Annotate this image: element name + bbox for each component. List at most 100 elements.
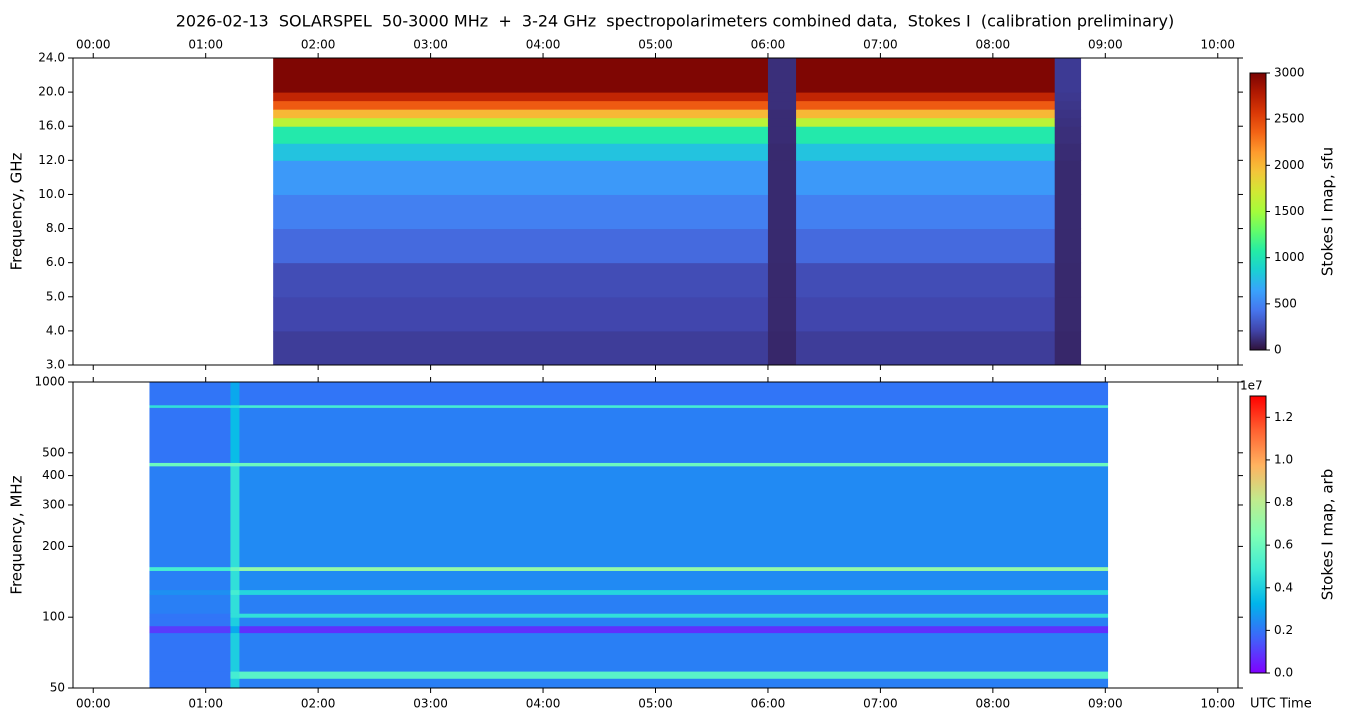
- heatmap-cell: [149, 678, 231, 689]
- heatmap-cell: [239, 613, 1109, 618]
- heatmap-cell: [149, 617, 231, 627]
- colorbar-label: Stokes I map, arb: [1319, 469, 1337, 600]
- y-tick-label: 12.0: [38, 153, 65, 167]
- y-tick-label: 400: [42, 468, 65, 482]
- y-axis-label: Frequency, GHz: [8, 152, 26, 270]
- heatmap-cell: [239, 632, 1109, 672]
- y-tick-label: 300: [42, 497, 65, 511]
- heatmap-cell: [273, 126, 769, 144]
- x-axis-label: UTC Time: [1250, 697, 1312, 712]
- colorbar-tick-label: 1000: [1274, 250, 1305, 264]
- heatmap-cell: [1054, 194, 1082, 230]
- y-tick-label: 20.0: [38, 85, 65, 99]
- heatmap-cell: [767, 296, 797, 332]
- x-tick-label: 00:00: [76, 697, 111, 711]
- y-tick-label: 8.0: [46, 221, 65, 235]
- x-tick-label: 07:00: [863, 697, 898, 711]
- colorbar-tick-label: 0.4: [1274, 580, 1293, 594]
- y-tick-label: 1000: [34, 375, 65, 389]
- heatmap-cell: [230, 678, 240, 689]
- x-tick-label: 03:00: [413, 697, 448, 711]
- heatmap-cell: [230, 404, 240, 408]
- x-tick-label: 00:00: [76, 38, 111, 52]
- heatmap-cell: [1054, 58, 1082, 93]
- heatmap-cell: [1054, 262, 1082, 298]
- heatmap-cell: [230, 589, 240, 595]
- heatmap-cell: [230, 625, 240, 634]
- colorbar-tick-label: 0.6: [1274, 538, 1293, 552]
- heatmap-cell: [273, 330, 769, 366]
- colorbar-tick-label: 1.0: [1274, 452, 1293, 466]
- heatmap-cell: [767, 143, 797, 161]
- heatmap-cell: [796, 296, 1056, 332]
- y-tick-label: 6.0: [46, 255, 65, 269]
- heatmap-cell: [1054, 92, 1082, 102]
- heatmap-cell: [230, 566, 240, 571]
- heatmap-cell: [796, 330, 1056, 366]
- colorbar: [1249, 72, 1267, 351]
- heatmap-cell: [767, 126, 797, 144]
- y-tick-label: 16.0: [38, 119, 65, 133]
- heatmap-cell: [273, 194, 769, 230]
- heatmap-cell: [1054, 296, 1082, 332]
- heatmap-cell: [273, 109, 769, 119]
- colorbar-tick-label: 500: [1274, 296, 1297, 310]
- heatmap-cell: [273, 296, 769, 332]
- heatmap-cell: [273, 58, 769, 93]
- heatmap-cell: [1054, 330, 1082, 366]
- heatmap-cell: [796, 160, 1056, 195]
- heatmap-cell: [230, 465, 240, 568]
- y-tick-label: 100: [42, 610, 65, 624]
- heatmap-cell: [149, 625, 231, 634]
- heatmap-cell: [767, 117, 797, 127]
- heatmap-cell: [239, 407, 1109, 463]
- heatmap-cell: [239, 382, 1109, 406]
- heatmap-cell: [230, 632, 240, 672]
- heatmap-cell: [149, 594, 231, 614]
- heatmap-cell: [239, 570, 1109, 591]
- x-tick-label: 05:00: [638, 38, 673, 52]
- x-tick-label: 04:00: [526, 38, 561, 52]
- heatmap-cell: [239, 617, 1109, 627]
- heatmap-cell: [239, 678, 1109, 689]
- heatmap-cell: [149, 570, 231, 591]
- heatmap-cell: [273, 160, 769, 195]
- y-tick-label: 10.0: [38, 187, 65, 201]
- y-tick-label: 3.0: [46, 358, 65, 372]
- colorbar-tick-label: 2500: [1274, 112, 1305, 126]
- heatmap-cell: [796, 126, 1056, 144]
- heatmap-cell: [230, 382, 240, 406]
- colorbar-tick-label: 0: [1274, 343, 1282, 357]
- heatmap-cell: [230, 617, 240, 627]
- heatmap-cell: [1054, 228, 1082, 264]
- y-tick-label: 500: [42, 445, 65, 459]
- heatmap-cell: [796, 109, 1056, 119]
- heatmap-cell: [239, 566, 1109, 571]
- y-tick-label: 5.0: [46, 289, 65, 303]
- y-tick-label: 4.0: [46, 323, 65, 337]
- y-tick-label: 200: [42, 539, 65, 553]
- heatmap-cell: [230, 462, 240, 467]
- heatmap-cell: [273, 100, 769, 110]
- heatmap-cell: [796, 143, 1056, 161]
- heatmap-cell: [273, 92, 769, 102]
- colorbar-tick-label: 0.2: [1274, 623, 1293, 637]
- heatmap-cell: [1054, 100, 1082, 110]
- heatmap-cell: [796, 194, 1056, 230]
- colorbar-tick-label: 1.2: [1274, 410, 1293, 424]
- heatmap-cell: [273, 228, 769, 264]
- heatmap-cell: [239, 589, 1109, 595]
- heatmap-cell: [230, 594, 240, 614]
- heatmap-cell: [273, 262, 769, 298]
- heatmap-cell: [239, 625, 1109, 634]
- heatmap-cell: [796, 262, 1056, 298]
- colorbar-tick-label: 2000: [1274, 158, 1305, 172]
- heatmap-cell: [239, 404, 1109, 408]
- x-tick-label: 07:00: [863, 38, 898, 52]
- heatmap-cell: [796, 117, 1056, 127]
- heatmap-cell: [230, 671, 240, 679]
- heatmap-cell: [796, 228, 1056, 264]
- x-tick-label: 03:00: [413, 38, 448, 52]
- heatmap-cell: [767, 58, 797, 93]
- heatmap-cell: [149, 407, 231, 463]
